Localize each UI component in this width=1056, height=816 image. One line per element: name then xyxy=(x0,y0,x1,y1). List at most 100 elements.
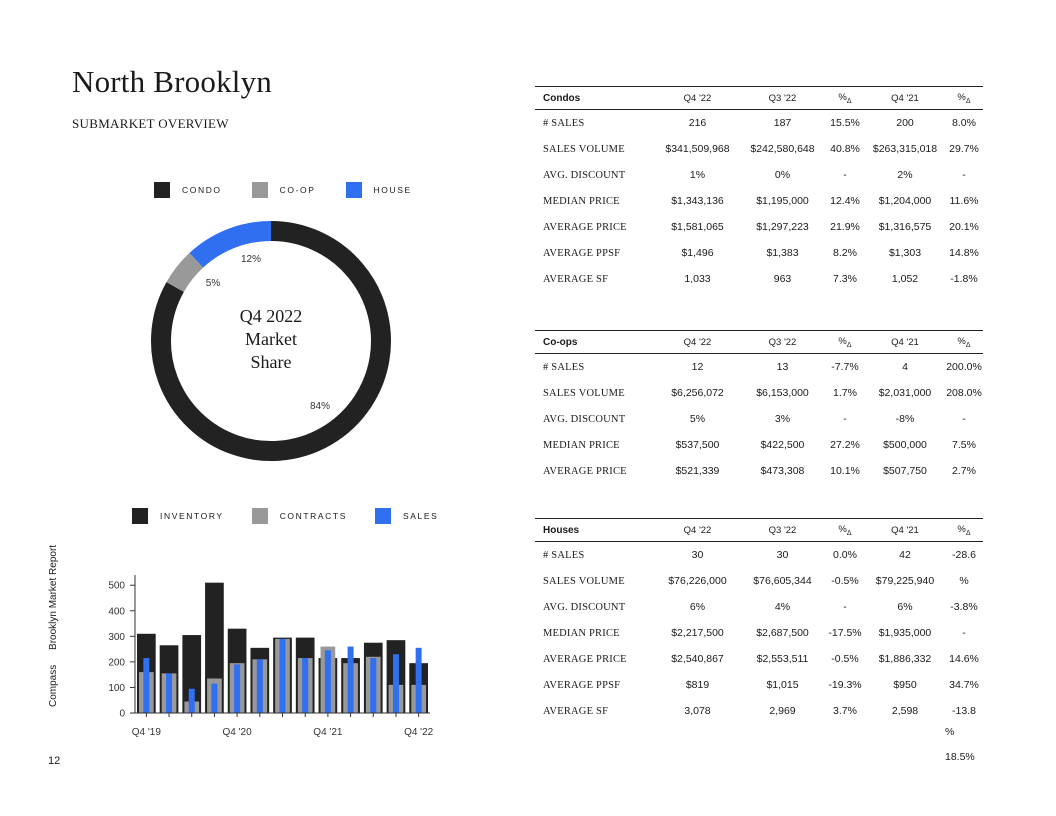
bar-legend: INVENTORY CONTRACTS SALES xyxy=(132,508,438,524)
cell: -0.5% xyxy=(831,653,859,665)
delta-icon: Δ xyxy=(965,529,971,537)
cell: 6% xyxy=(897,601,913,613)
legend-label-contracts: CONTRACTS xyxy=(279,511,347,521)
cell: 1,052 xyxy=(891,273,919,285)
cell: -28.6 xyxy=(952,549,976,561)
coops-table: Co-ops Q4 '22 Q3 '22 %Δ Q4 '21 %Δ # SALE… xyxy=(535,330,983,484)
donut-label-condo: 84% xyxy=(310,401,330,412)
cell: 10.1% xyxy=(830,465,860,477)
cell: 13 xyxy=(776,361,789,373)
cell: $1,015 xyxy=(766,679,799,691)
cell: 12.4% xyxy=(830,195,860,207)
column-header: %Δ xyxy=(945,336,983,349)
cell: 4% xyxy=(774,601,791,613)
row-label: AVERAGE SF xyxy=(543,705,609,717)
cell: $341,509,968 xyxy=(665,143,730,155)
cell: 2,598 xyxy=(891,705,919,717)
cell: 40.8% xyxy=(830,143,860,155)
cell: $79,225,940 xyxy=(875,575,935,587)
row-label: AVERAGE PRICE xyxy=(543,221,627,233)
row-label: SALES VOLUME xyxy=(543,575,625,587)
table-row: AVERAGE SF 1,033 963 7.3% 1,052 -1.8% xyxy=(535,266,983,292)
cell: $2,687,500 xyxy=(756,627,809,639)
delta-icon: Δ xyxy=(846,341,852,349)
cell: $422,500 xyxy=(760,439,805,451)
table-row: MEDIAN PRICE $1,343,136 $1,195,000 12.4% $1,… xyxy=(535,188,983,214)
cell: 3.7% xyxy=(833,705,857,717)
bar-sales xyxy=(370,658,377,713)
delta-icon: Δ xyxy=(965,97,971,105)
cell: 2,969 xyxy=(769,705,796,717)
cell: $1,316,575 xyxy=(878,221,932,233)
cell: -8% xyxy=(895,413,915,425)
legend-swatch-contracts xyxy=(251,508,268,524)
row-label: MEDIAN PRICE xyxy=(543,627,620,639)
table-row: AVG. DISCOUNT 5% 3% - -8% - xyxy=(535,406,983,432)
cell: - xyxy=(843,169,847,181)
percent-header: % xyxy=(957,335,966,347)
table-row: AVERAGE SF 3,078 2,969 3.7% 2,598 -13.8 xyxy=(535,698,983,724)
row-label: AVERAGE PPSF xyxy=(543,247,621,259)
table-row: AVERAGE PRICE $521,339 $473,308 10.1% $507,7… xyxy=(535,458,983,484)
cell: -7.7% xyxy=(831,361,859,373)
table-row: SALES VOLUME $6,256,072 $6,153,000 1.7% $2,0… xyxy=(535,380,983,406)
legend-item-inventory: INVENTORY xyxy=(132,508,224,524)
table-row: AVERAGE PRICE $2,540,867 $2,553,511 -0.5% $1… xyxy=(535,646,983,672)
cell: $1,383 xyxy=(766,247,799,259)
cell: $242,580,648 xyxy=(750,143,815,155)
cell: 20.1% xyxy=(949,221,979,233)
percent-header: % xyxy=(957,523,966,535)
cell: 4 xyxy=(902,361,908,373)
cell: 1,033 xyxy=(684,273,711,285)
cell: - xyxy=(843,601,847,613)
cell: 5% xyxy=(689,413,706,425)
bar-sales xyxy=(347,646,354,713)
table-row: AVERAGE PPSF $1,496 $1,383 8.2% $1,303 14.8% xyxy=(535,240,983,266)
row-label: AVG. DISCOUNT xyxy=(543,169,626,181)
table-row: MEDIAN PRICE $2,217,500 $2,687,500 -17.5% $1… xyxy=(535,620,983,646)
cell: 2.7% xyxy=(952,465,976,477)
donut-slice-house xyxy=(189,221,272,268)
table-row: AVG. DISCOUNT 6% 4% - 6% -3.8% xyxy=(535,594,983,620)
column-header: Q4 '21 xyxy=(891,336,919,348)
cell: $76,605,344 xyxy=(753,575,812,587)
cell: 30 xyxy=(776,549,789,561)
cell: -1.8% xyxy=(950,273,978,285)
bar-inventory xyxy=(182,635,202,713)
cell: $2,553,511 xyxy=(756,653,809,665)
table-row: MEDIAN PRICE $537,500 $422,500 27.2% $500,00… xyxy=(535,432,983,458)
cell: $263,315,018 xyxy=(872,143,938,155)
table-row: # SALES 30 30 0.0% 42 -28.6 xyxy=(535,542,983,568)
y-tick-label: 0 xyxy=(119,709,125,720)
column-header: %Δ xyxy=(945,92,983,105)
bar-sales xyxy=(188,688,195,713)
cell: 208.0% xyxy=(946,387,982,399)
column-header: Q3 '22 xyxy=(768,92,797,104)
cell: -17.5% xyxy=(828,627,862,639)
cell: - xyxy=(962,169,966,181)
cell: $2,540,867 xyxy=(671,653,724,665)
percent-header: % xyxy=(957,91,966,103)
row-label: # SALES xyxy=(543,117,585,129)
cell: 2% xyxy=(897,169,913,181)
cell: $1,303 xyxy=(888,247,922,259)
cell: 11.6% xyxy=(949,195,979,207)
legend-swatch-condo xyxy=(154,182,170,198)
legend-label-sales: SALES xyxy=(402,511,439,521)
cell: 6% xyxy=(689,601,706,613)
row-label: SALES VOLUME xyxy=(543,143,625,155)
cell: $1,195,000 xyxy=(756,195,809,207)
table-row: SALES VOLUME $76,226,000 $76,605,344 -0.5% $… xyxy=(535,568,983,594)
y-tick-label: 100 xyxy=(108,683,125,694)
cell: 14.8% xyxy=(949,247,979,259)
cell: 3,078 xyxy=(684,705,711,717)
table-row: # SALES 12 13 -7.7% 4 200.0% xyxy=(535,354,983,380)
column-header: Q4 '22 xyxy=(683,336,712,348)
cell: 1.7% xyxy=(833,387,857,399)
cell: $1,886,332 xyxy=(878,653,932,665)
cell: 3% xyxy=(774,413,791,425)
cell: $500,000 xyxy=(883,439,927,451)
cell: $6,256,072 xyxy=(671,387,724,399)
legend-item-condo: CONDO xyxy=(154,182,222,198)
row-label: AVERAGE SF xyxy=(543,273,609,285)
